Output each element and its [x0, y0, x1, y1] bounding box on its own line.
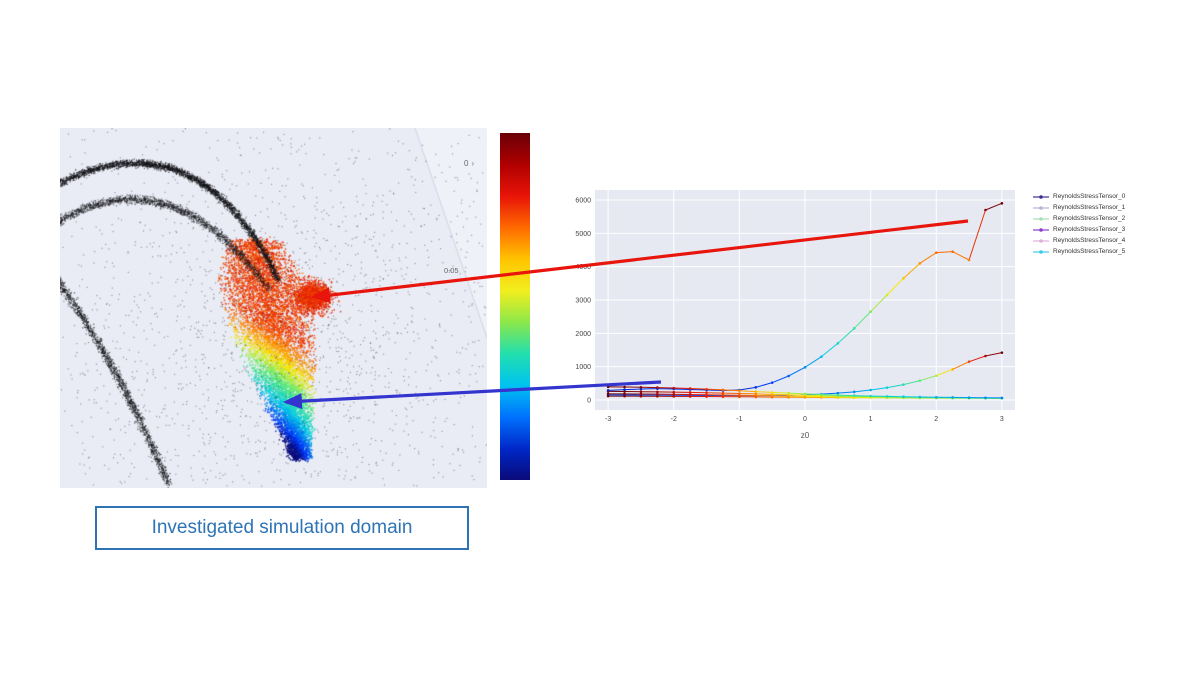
y-tick-label: 4000 [575, 264, 591, 271]
y-tick-label: 0 [587, 398, 591, 405]
colorbar [500, 133, 530, 480]
chart-legend: ReynoldsStressTensor_0 ReynoldsStressTens… [1032, 191, 1192, 257]
x-tick-label: -3 [605, 416, 611, 423]
caption-box: Investigated simulation domain [95, 506, 469, 550]
x-tick-label: 0 [803, 416, 807, 423]
x-tick-label: -1 [736, 416, 742, 423]
legend-swatch-icon [1033, 249, 1049, 254]
legend-item[interactable]: ReynoldsStressTensor_0 [1032, 191, 1192, 202]
x-tick-label: 1 [869, 416, 873, 423]
legend-swatch-icon [1033, 205, 1049, 210]
legend-swatch-icon [1033, 227, 1049, 232]
reynolds-stress-chart-panel[interactable]: -3 -2 -1 0 1 2 3 0 1000 2000 3000 4000 5000 6000 z0 [560, 180, 1030, 450]
axis-tick-zero: 0 › [464, 159, 474, 168]
caption-text: Investigated simulation domain [151, 517, 413, 538]
y-tick-label: 3000 [575, 298, 591, 305]
x-tick-label: 2 [934, 416, 938, 423]
legend-item[interactable]: ReynoldsStressTensor_1 [1032, 202, 1192, 213]
legend-item[interactable]: ReynoldsStressTensor_3 [1032, 224, 1192, 235]
reynolds-stress-chart: -3 -2 -1 0 1 2 3 0 1000 2000 3000 4000 5000 6000 z0 [575, 190, 1015, 440]
legend-item[interactable]: ReynoldsStressTensor_4 [1032, 235, 1192, 246]
legend-label: ReynoldsStressTensor_4 [1053, 237, 1126, 244]
y-tick-label: 5000 [575, 231, 591, 238]
legend-label: ReynoldsStressTensor_5 [1053, 248, 1126, 255]
legend-swatch-icon [1033, 216, 1049, 221]
legend-swatch-icon [1033, 238, 1049, 243]
axis-tick-zero-label: 0 [464, 159, 469, 168]
x-axis-title: z0 [801, 431, 810, 440]
axis-tick-005: 0.05 [444, 266, 459, 275]
legend-item[interactable]: ReynoldsStressTensor_5 [1032, 246, 1192, 257]
x-tick-label: -2 [671, 416, 677, 423]
y-tick-label: 1000 [575, 364, 591, 371]
axis-arrow-icon: › [471, 159, 475, 168]
x-tick-label: 3 [1000, 416, 1004, 423]
legend-item[interactable]: ReynoldsStressTensor_2 [1032, 213, 1192, 224]
legend-swatch-icon [1033, 194, 1049, 199]
y-tick-label: 2000 [575, 331, 591, 338]
simulation-domain-panel[interactable]: 0 › 0.05 [60, 128, 487, 488]
legend-label: ReynoldsStressTensor_2 [1053, 215, 1126, 222]
y-tick-label: 6000 [575, 198, 591, 205]
legend-label: ReynoldsStressTensor_0 [1053, 193, 1126, 200]
legend-label: ReynoldsStressTensor_3 [1053, 226, 1126, 233]
particle-scatter-canvas[interactable] [60, 128, 487, 488]
legend-label: ReynoldsStressTensor_1 [1053, 204, 1126, 211]
